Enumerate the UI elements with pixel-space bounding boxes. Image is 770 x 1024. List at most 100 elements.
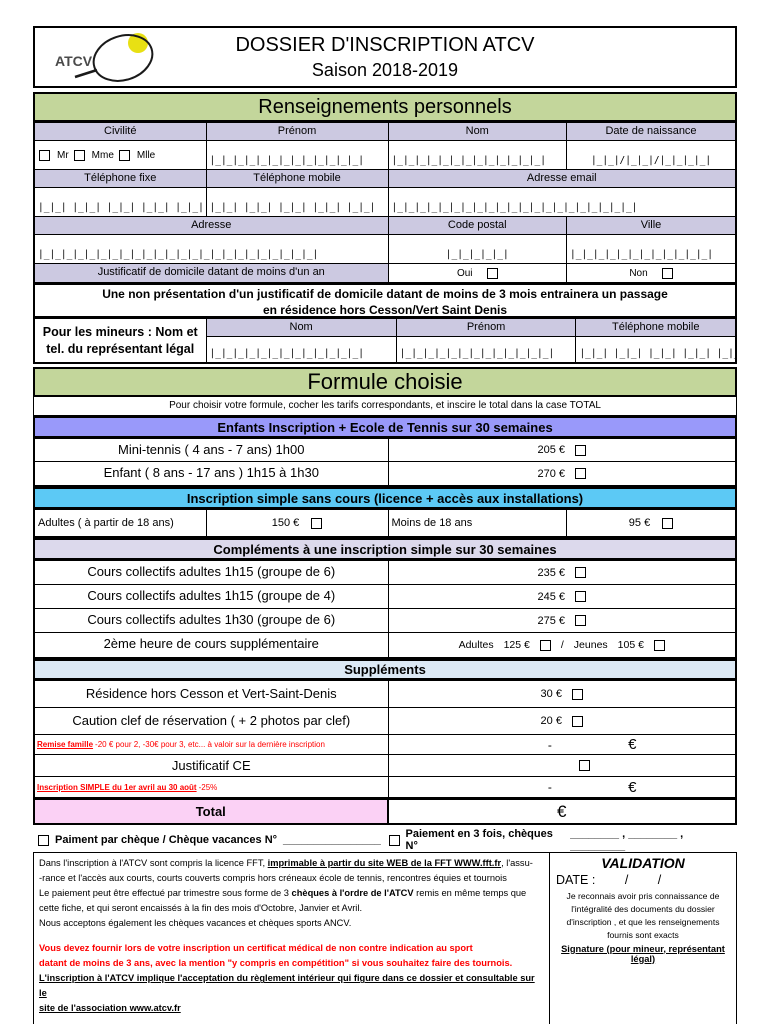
residence-label: Résidence hors Cesson et Vert-Saint-Deni… [35,681,389,707]
domicile-warning: Une non présentation d'un justificatif d… [33,284,737,318]
adresse-field[interactable]: |_|_|_|_|_|_|_|_|_|_|_|_|_|_|_|_|_|_|_|_… [35,235,389,263]
extra-adultes-checkbox[interactable] [539,639,551,651]
civility-cell: Mr Mme Mlle [35,141,207,169]
justificatif-oui-cell: Oui [388,264,567,282]
minors-header-nom: Nom [206,319,397,336]
inscription-amount-cell[interactable]: - € [547,778,637,796]
medical-certificate-warning: Vous devez fournir lors de votre inscrip… [39,943,473,954]
email-field[interactable]: |_|_|_|_|_|_|_|_|_|_|_|_|_|_|_|_|_|_|_|_… [391,202,638,213]
supplements-table: Résidence hors Cesson et Vert-Saint-Deni… [33,680,737,799]
minors-nom-field[interactable]: |_|_|_|_|_|_|_|_|_|_|_|_|_| [207,337,397,362]
minors-table: Pour les mineurs : Nom et tel. du représ… [33,318,737,364]
caution-price: 20 € [540,715,562,727]
form-header: ATCV DOSSIER D'INSCRIPTION ATCV Saison 2… [33,26,737,88]
enfant-checkbox[interactable] [575,468,587,479]
complements-section-title: Compléments à une inscription simple sur… [33,538,737,560]
cours-4-checkbox[interactable] [575,591,587,602]
date-naissance-field[interactable]: |_|_|/|_|_|/|_|_|_|_| [590,155,712,166]
simple-section-title: Inscription simple sans cours (licence +… [33,487,737,509]
header-code-postal: Code postal [388,217,567,234]
adultes-price: 150 € [271,517,300,529]
enfant-label: Enfant ( 8 ans - 17 ans ) 1h15 à 1h30 [35,462,389,485]
tel-fixe-field[interactable]: |_|_| |_|_| |_|_| |_|_| |_|_| [35,188,207,216]
adultes-checkbox[interactable] [311,517,323,529]
total-row: Total € [33,799,737,825]
residence-price: 30 € [540,688,562,700]
validation-date-field[interactable]: DATE : / / [555,873,662,887]
section-formule-title: Formule choisie [33,367,737,397]
caution-checkbox[interactable] [571,715,583,727]
header-tel-mobile: Téléphone mobile [206,170,389,187]
simple-table: Adultes ( à partir de 18 ans) 150 € Moin… [33,509,737,538]
payment-options: Paiment par chèque / Chèque vacances N° … [33,828,737,852]
signature-label: Signature (pour mineur, représentant lég… [561,943,725,964]
extra-jeunes-label: Jeunes [573,639,608,651]
rules-acceptance: L'inscription à l'ATCV implique l'accept… [39,973,535,999]
minors-prenom-field[interactable]: |_|_|_|_|_|_|_|_|_|_|_|_|_| [397,337,577,362]
tel-mobile-field[interactable]: |_|_| |_|_| |_|_| |_|_| |_|_| [207,188,389,216]
footer-box: Dans l'inscription à l'ATCV sont compris… [33,852,737,1024]
extra-hour-label: 2ème heure de cours supplémentaire [35,633,389,657]
remise-famille-note: Remise famille -20 € pour 2, -30€ pour 3… [35,735,389,754]
three-times-checkbox[interactable] [388,834,400,846]
code-postal-field[interactable]: |_|_|_|_|_| [389,235,567,263]
moins18-label: Moins de 18 ans [389,510,567,536]
extra-jeunes-checkbox[interactable] [653,639,665,651]
cheque-label: Paiment par chèque / Chèque vacances N° [55,834,278,846]
enfants-table: Mini-tennis ( 4 ans - 7 ans) 1h00 205 € … [33,438,737,487]
cours-6-label: Cours collectifs adultes 1h15 (groupe de… [35,561,389,584]
extra-jeunes-price: 105 € [617,639,644,651]
cheque-number-blank[interactable]: ________________ [283,834,381,846]
justificatif-non-checkbox[interactable] [661,267,673,279]
ville-field[interactable]: |_|_|_|_|_|_|_|_|_|_|_|_| [570,249,713,260]
total-label: Total [35,800,389,823]
remise-amount-cell[interactable]: - € [547,736,637,753]
three-times-blanks[interactable]: ________ , ________ , _________ [570,828,684,852]
civility-mlle-checkbox[interactable] [118,149,130,161]
extra-adultes-label: Adultes [458,639,494,651]
minors-label: Pour les mineurs : Nom et tel. du représ… [35,319,207,362]
residence-checkbox[interactable] [571,688,583,700]
cours-1h30-label: Cours collectifs adultes 1h30 (groupe de… [35,609,389,632]
nom-field[interactable]: |_|_|_|_|_|_|_|_|_|_|_|_|_| [389,141,567,169]
minors-header-prenom: Prénom [396,319,577,336]
atcv-logo-icon: ATCV [45,30,175,91]
rules-site-link: site de l'association www.atcv.fr [39,1003,181,1014]
mini-tennis-checkbox[interactable] [575,444,587,456]
extra-adultes-price: 125 € [503,639,530,651]
moins18-checkbox[interactable] [662,517,674,529]
cours-4-label: Cours collectifs adultes 1h15 (groupe de… [35,585,389,608]
complements-table: Cours collectifs adultes 1h15 (groupe de… [33,560,737,659]
inscription-simple-note: Inscription SIMPLE du 1er avril au 30 ao… [35,777,389,797]
validation-title: VALIDATION [601,855,685,871]
form-season: Saison 2018-2019 [311,60,459,80]
conditions-text: Dans l'inscription à l'ATCV sont compris… [34,853,550,1024]
mini-tennis-price: 205 € [537,444,566,456]
justificatif-domicile-label: Justificatif de domicile datant de moins… [35,264,389,282]
header-email: Adresse email [388,170,735,187]
header-prenom: Prénom [206,123,389,140]
personal-info-table: Civilité Prénom Nom Date de naissance Mr… [33,122,737,284]
prenom-field[interactable]: |_|_|_|_|_|_|_|_|_|_|_|_|_| [207,141,389,169]
total-amount-cell[interactable]: € [557,802,567,821]
minors-header-tel: Téléphone mobile [576,319,735,336]
civility-mr-label: Mr [57,149,69,161]
extra-separator: / [560,639,564,651]
header-ville: Ville [567,217,735,234]
form-title: DOSSIER D'INSCRIPTION ATCV [235,34,535,56]
justificatif-oui-checkbox[interactable] [486,267,498,279]
svg-text:ATCV: ATCV [55,53,93,69]
civility-mme-checkbox[interactable] [73,149,85,161]
justificatif-ce-checkbox[interactable] [579,760,591,771]
enfant-price: 270 € [537,467,566,480]
civility-mr-checkbox[interactable] [39,149,50,161]
section-personal-title: Renseignements personnels [33,92,737,122]
minors-tel-field[interactable]: |_|_| |_|_| |_|_| |_|_| |_|_| [579,348,735,359]
fft-link: imprimable à partir du site WEB de la FF… [267,858,502,868]
three-times-label: Paiement en 3 fois, chèques N° [405,828,553,852]
supplements-section-title: Suppléments [33,659,737,680]
header-adresse: Adresse [35,217,389,234]
cours-6-checkbox[interactable] [575,567,587,578]
cheque-checkbox[interactable] [38,834,49,846]
cours-1h30-checkbox[interactable] [575,615,587,626]
